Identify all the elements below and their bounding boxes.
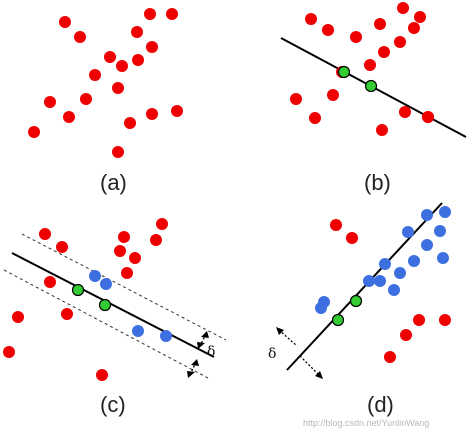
point-red-panel-b	[350, 31, 362, 43]
point-red-panel-b	[422, 111, 434, 123]
point-red-panel-a	[44, 96, 56, 108]
panel-a-label: (a)	[100, 170, 127, 195]
point-green-panel-c	[98, 298, 112, 312]
point-red-panel-a	[89, 69, 101, 81]
point-red-panel-c	[150, 234, 162, 246]
point-red-panel-a	[28, 126, 40, 138]
upper-threshold-line	[21, 233, 227, 341]
point-blue-panel-d	[421, 239, 433, 251]
fitted-line-c	[11, 252, 215, 358]
point-blue-panel-d	[437, 252, 449, 264]
point-blue-panel-d	[402, 226, 414, 238]
watermark: http://blog.csdn.net/YunlinWang	[303, 418, 429, 428]
point-blue-panel-d	[394, 267, 406, 279]
point-red-panel-c	[39, 228, 51, 240]
point-red-panel-b	[322, 24, 334, 36]
point-red-panel-a	[166, 8, 178, 20]
point-red-panel-a	[112, 82, 124, 94]
point-green-panel-b	[337, 65, 351, 79]
point-red-panel-c	[118, 231, 130, 243]
point-red-panel-c	[56, 241, 68, 253]
point-red-panel-a	[146, 41, 158, 53]
lower-threshold-line	[3, 269, 209, 379]
point-red-panel-b	[378, 46, 390, 58]
delta-symbol-c: δ	[207, 344, 215, 360]
point-red-panel-a	[80, 93, 92, 105]
point-red-panel-a	[171, 105, 183, 117]
panel-c: δ (c)	[3, 233, 227, 417]
point-blue-panel-c	[89, 270, 101, 282]
point-red-panel-b	[327, 89, 339, 101]
panel-a: (a)	[100, 170, 127, 195]
panel-b-label: (b)	[364, 170, 391, 195]
point-blue-panel-d	[421, 209, 433, 221]
point-blue-panel-d	[388, 284, 400, 296]
point-red-panel-b	[376, 124, 388, 136]
point-red-panel-d	[439, 314, 451, 326]
panel-c-label: (c)	[100, 392, 126, 417]
point-red-panel-a	[132, 54, 144, 66]
point-blue-panel-c	[132, 325, 144, 337]
point-blue-panel-d	[374, 275, 386, 287]
point-red-panel-c	[96, 369, 108, 381]
delta-arrow-d	[276, 327, 323, 379]
point-blue-panel-d	[434, 225, 446, 237]
point-green-panel-b	[364, 79, 378, 93]
point-blue-panel-c	[100, 278, 112, 290]
panel-d-label: (d)	[367, 392, 394, 417]
point-red-panel-a	[112, 146, 124, 158]
point-blue-panel-d	[439, 206, 451, 218]
point-red-panel-c	[129, 252, 141, 264]
points-layer	[3, 2, 451, 381]
point-red-panel-c	[114, 245, 126, 257]
panel-d: δ (d)	[268, 202, 443, 417]
point-red-panel-b	[374, 18, 386, 30]
point-red-panel-d	[330, 219, 342, 231]
point-red-panel-a	[131, 26, 143, 38]
point-blue-panel-d	[363, 275, 375, 287]
point-green-panel-d	[331, 313, 345, 327]
point-blue-panel-d	[379, 258, 391, 270]
point-green-panel-c	[71, 283, 85, 297]
point-red-panel-b	[305, 13, 317, 25]
point-red-panel-c	[61, 308, 73, 320]
delta-arrow-c	[187, 331, 209, 378]
point-red-panel-b	[397, 2, 409, 14]
point-red-panel-b	[394, 36, 406, 48]
point-red-panel-a	[74, 31, 86, 43]
point-red-panel-a	[144, 8, 156, 20]
point-red-panel-a	[146, 108, 158, 120]
point-red-panel-b	[414, 11, 426, 23]
point-red-panel-d	[384, 351, 396, 363]
point-blue-panel-c	[160, 330, 172, 342]
point-green-panel-d	[349, 294, 363, 308]
delta-symbol-d: δ	[268, 346, 276, 362]
point-blue-panel-d	[315, 302, 327, 314]
point-red-panel-d	[346, 232, 358, 244]
point-blue-panel-d	[408, 255, 420, 267]
point-red-panel-c	[44, 276, 56, 288]
point-red-panel-d	[400, 329, 412, 341]
point-red-panel-b	[364, 59, 376, 71]
point-red-panel-d	[413, 314, 425, 326]
point-red-panel-a	[104, 51, 116, 63]
point-red-panel-a	[116, 60, 128, 72]
point-red-panel-c	[12, 311, 24, 323]
point-red-panel-c	[3, 346, 15, 358]
point-red-panel-c	[121, 267, 133, 279]
point-red-panel-b	[399, 106, 411, 118]
point-red-panel-a	[59, 16, 71, 28]
point-red-panel-c	[156, 218, 168, 230]
point-red-panel-a	[124, 117, 136, 129]
point-red-panel-b	[290, 93, 302, 105]
point-red-panel-b	[309, 112, 321, 124]
point-red-panel-a	[63, 111, 75, 123]
fitted-line-d	[286, 202, 443, 371]
point-red-panel-b	[408, 22, 420, 34]
